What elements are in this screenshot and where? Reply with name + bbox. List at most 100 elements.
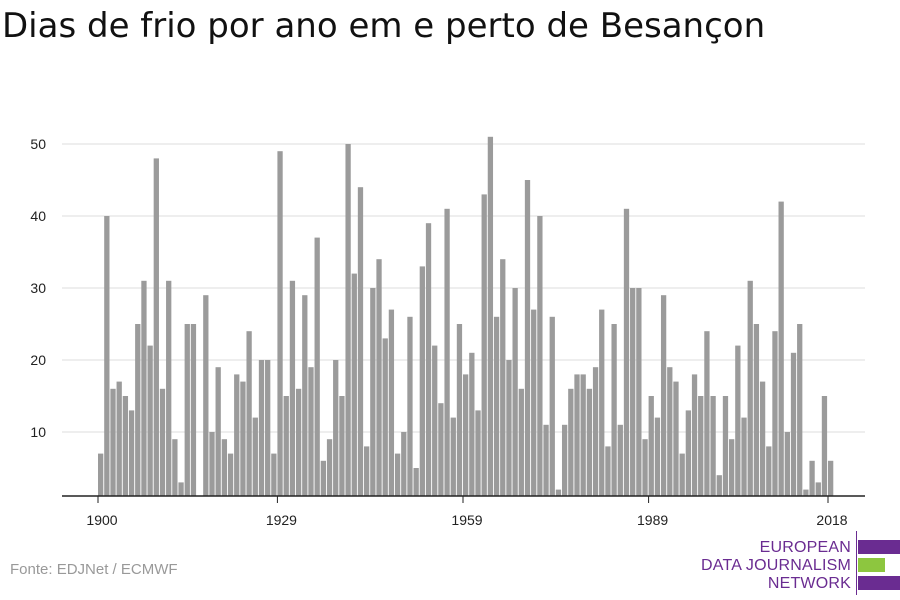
bar-1998 <box>704 331 710 496</box>
bar-1940 <box>345 144 351 496</box>
bar-2010 <box>778 201 784 496</box>
bar-1947 <box>388 309 395 496</box>
bars <box>98 136 834 497</box>
bar-1967 <box>512 288 518 496</box>
bar-1941 <box>351 273 357 496</box>
bar-1944 <box>370 288 376 496</box>
bar-1994 <box>679 453 685 496</box>
x-tick-label-1959: 1959 <box>451 512 482 528</box>
bar-1954 <box>432 345 438 496</box>
x-tick-label-1900: 1900 <box>86 512 117 528</box>
bar-1951 <box>413 468 419 496</box>
bar-1991 <box>660 295 667 496</box>
bar-1963 <box>487 136 494 497</box>
bar-2005 <box>747 280 753 496</box>
bar-1961 <box>475 410 481 496</box>
y-tick-label-40: 40 <box>30 208 46 224</box>
x-axis-ticks: 1900 1929 1959 1989 2018 <box>86 496 848 528</box>
bar-1923 <box>240 381 246 496</box>
bar-1987 <box>636 288 642 496</box>
bar-1930 <box>283 396 289 496</box>
bar-1992 <box>667 367 673 496</box>
bar-2009 <box>772 331 778 496</box>
bar-1935 <box>314 237 320 496</box>
bar-1928 <box>271 453 277 496</box>
bar-1983 <box>611 324 617 496</box>
bar-1982 <box>605 446 611 496</box>
bar-1975 <box>561 424 568 496</box>
bar-1979 <box>586 388 593 496</box>
bar-2015 <box>809 460 815 496</box>
bar-1929 <box>277 151 283 496</box>
bar-1997 <box>698 396 704 496</box>
bar-1965 <box>500 259 506 496</box>
bar-1919 <box>215 367 221 496</box>
bar-1969 <box>524 180 531 496</box>
bar-1948 <box>394 453 401 496</box>
bar-1962 <box>481 194 487 496</box>
y-tick-label-10: 10 <box>30 424 46 440</box>
bar-1952 <box>419 266 425 496</box>
bar-2018 <box>828 460 834 496</box>
bar-1996 <box>691 374 698 496</box>
bar-1973 <box>549 316 555 496</box>
chart-title: Dias de frio por ano em e perto de Besan… <box>2 6 766 46</box>
bar-1959 <box>463 374 469 496</box>
bar-1986 <box>630 288 636 496</box>
bar-1974 <box>555 489 562 496</box>
bar-1942 <box>357 187 364 496</box>
bar-1902 <box>110 388 116 496</box>
bar-2013 <box>797 324 803 496</box>
bar-1900 <box>98 453 104 496</box>
x-tick-label-1989: 1989 <box>637 512 668 528</box>
bar-1909 <box>153 158 159 496</box>
bar-2017 <box>821 396 828 496</box>
bar-1934 <box>308 367 314 496</box>
bar-1956 <box>444 208 450 497</box>
bar-1946 <box>382 338 388 496</box>
bar-1926 <box>258 360 265 496</box>
bar-1906 <box>135 324 141 496</box>
bar-1922 <box>234 374 240 496</box>
bar-1945 <box>376 259 382 496</box>
bar-1925 <box>252 417 258 496</box>
bar-1978 <box>580 374 586 496</box>
bar-1999 <box>710 396 716 496</box>
bar-1914 <box>184 324 190 496</box>
bar-1927 <box>265 360 271 496</box>
bar-2011 <box>784 432 790 496</box>
bar-1984 <box>617 424 623 496</box>
bar-1918 <box>209 432 215 496</box>
bar-1955 <box>438 403 444 496</box>
bar-1964 <box>493 316 500 496</box>
bar-1953 <box>425 223 432 496</box>
bar-1990 <box>654 417 661 496</box>
x-tick-label-2018: 2018 <box>816 512 847 528</box>
bar-2008 <box>766 446 772 496</box>
bar-1924 <box>246 331 252 496</box>
bar-1949 <box>401 432 407 496</box>
bar-1908 <box>147 345 153 496</box>
bar-1988 <box>642 439 648 496</box>
bar-1958 <box>456 324 463 496</box>
bar-2006 <box>753 324 760 496</box>
bar-1976 <box>568 388 574 496</box>
bar-1939 <box>339 396 345 496</box>
bar-1972 <box>543 424 549 496</box>
bar-1970 <box>531 309 537 496</box>
bar-1980 <box>592 367 599 496</box>
bar-1905 <box>128 410 135 496</box>
bar-2007 <box>759 381 766 496</box>
bar-1907 <box>141 280 147 496</box>
y-tick-label-20: 20 <box>30 352 46 368</box>
bar-1931 <box>289 280 296 496</box>
bar-1993 <box>673 381 679 496</box>
bar-2002 <box>729 439 735 496</box>
bar-1960 <box>469 352 475 496</box>
bar-1932 <box>295 388 302 496</box>
bar-1937 <box>326 439 333 496</box>
bar-2001 <box>722 396 729 496</box>
bar-1933 <box>302 295 308 496</box>
bar-1966 <box>506 360 512 496</box>
